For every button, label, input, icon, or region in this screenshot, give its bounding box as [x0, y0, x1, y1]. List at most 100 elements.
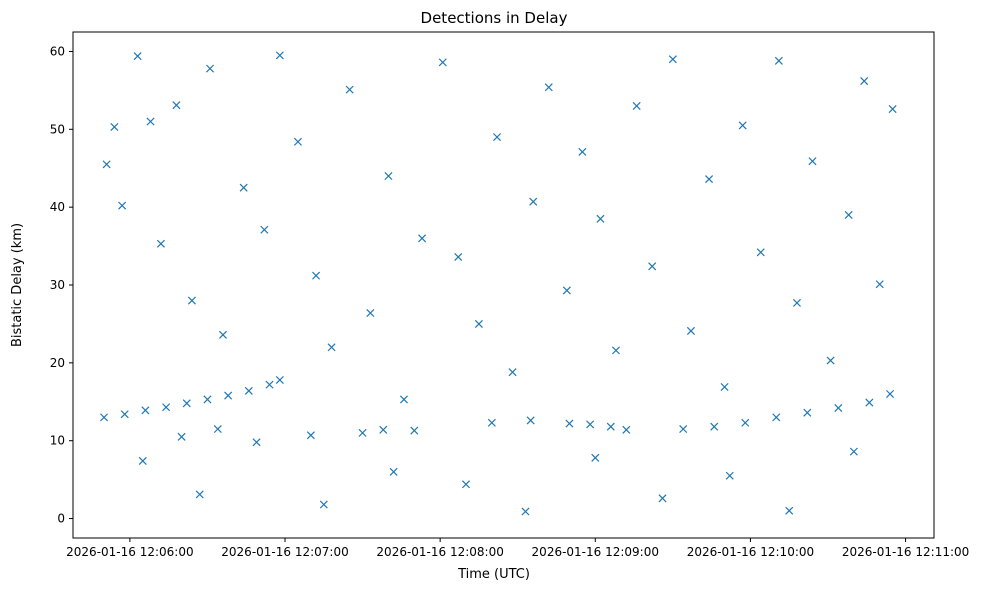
y-tick-label: 50: [50, 122, 65, 136]
data-point: [172, 101, 181, 110]
data-point: [679, 424, 688, 434]
data-point: [182, 399, 191, 408]
x-tick-label: 2026-01-16 12:09:00: [532, 545, 659, 559]
data-point: [741, 418, 750, 427]
data-point: [133, 52, 142, 61]
data-point: [252, 438, 261, 447]
y-tick-label: 0: [57, 512, 65, 526]
data-point: [265, 380, 274, 389]
data-point: [705, 175, 714, 184]
data-point: [177, 432, 186, 441]
data-point: [187, 296, 196, 305]
data-point: [384, 171, 393, 181]
data-point: [888, 105, 897, 114]
data-point: [312, 271, 321, 280]
data-point: [529, 197, 538, 206]
data-point: [418, 234, 427, 243]
data-point: [578, 147, 587, 156]
x-tick-label: 2026-01-16 12:11:00: [842, 545, 969, 559]
data-point: [319, 500, 328, 509]
data-point: [562, 286, 571, 295]
data-point: [389, 467, 398, 476]
data-point: [686, 326, 695, 335]
data-point: [792, 298, 801, 307]
data-point: [102, 160, 111, 169]
data-point: [438, 58, 447, 67]
data-point: [275, 375, 284, 384]
data-point: [399, 395, 408, 404]
data-point: [756, 248, 765, 257]
data-point: [785, 506, 794, 515]
data-point: [844, 210, 853, 219]
data-point: [648, 262, 657, 271]
data-point: [141, 406, 150, 415]
data-point: [860, 77, 869, 86]
data-point: [138, 456, 147, 465]
data-point: [306, 431, 315, 440]
y-tick-label: 20: [50, 356, 65, 370]
data-point: [293, 137, 302, 146]
data-point: [591, 453, 600, 462]
data-point: [565, 419, 574, 428]
data-point: [596, 214, 605, 223]
chart-title: Detections in Delay: [421, 9, 568, 27]
data-point: [461, 480, 471, 489]
data-point: [826, 356, 835, 365]
data-point: [206, 64, 215, 73]
data-point: [738, 121, 747, 130]
data-point: [110, 122, 119, 131]
data-point: [203, 395, 212, 404]
data-point: [474, 319, 483, 328]
data-point: [526, 416, 535, 425]
data-point: [521, 507, 530, 516]
data-point: [808, 157, 817, 166]
data-point: [224, 391, 233, 400]
data-point: [834, 403, 843, 413]
data-point: [865, 398, 874, 407]
y-tick-label: 60: [50, 44, 65, 58]
data-point: [345, 85, 354, 94]
plot-area: [100, 51, 897, 516]
data-point: [410, 426, 419, 435]
data-point: [875, 280, 884, 289]
x-axis-label: Time (UTC): [457, 567, 530, 582]
data-point: [218, 330, 227, 339]
data-point: [162, 403, 171, 412]
data-point: [508, 368, 517, 377]
data-point: [156, 239, 165, 248]
data-point: [195, 490, 204, 499]
data-point: [275, 51, 284, 60]
data-point: [493, 133, 502, 142]
data-point: [606, 422, 615, 431]
data-point: [454, 252, 463, 261]
y-axis-label: Bistatic Delay (km): [10, 223, 25, 347]
y-tick-label: 30: [50, 278, 65, 292]
x-tick-label: 2026-01-16 12:10:00: [687, 545, 814, 559]
data-point: [611, 346, 620, 355]
x-tick-label: 2026-01-16 12:06:00: [66, 545, 193, 559]
data-point: [772, 413, 781, 422]
data-point: [803, 408, 812, 417]
data-point: [146, 117, 155, 126]
data-point: [632, 101, 641, 110]
data-point: [544, 83, 553, 92]
data-point: [487, 418, 496, 427]
data-point: [239, 183, 248, 192]
x-axis: 2026-01-16 12:06:00 2026-01-16 12:07:00 20…: [66, 538, 969, 559]
data-point: [725, 471, 734, 480]
data-point: [358, 428, 367, 437]
y-tick-label: 40: [50, 200, 65, 214]
x-tick-label: 2026-01-16 12:07:00: [221, 545, 348, 559]
data-point: [586, 420, 595, 429]
x-tick-label: 2026-01-16 12:08:00: [376, 545, 503, 559]
data-point: [622, 425, 631, 434]
data-point: [658, 494, 667, 503]
data-point: [849, 447, 858, 456]
data-point: [100, 413, 109, 422]
y-axis: 0 10 20 30 40 50 60: [50, 44, 73, 526]
data-point: [118, 201, 127, 210]
data-point: [260, 225, 269, 234]
data-point: [720, 382, 729, 392]
plot-frame: [72, 31, 935, 539]
